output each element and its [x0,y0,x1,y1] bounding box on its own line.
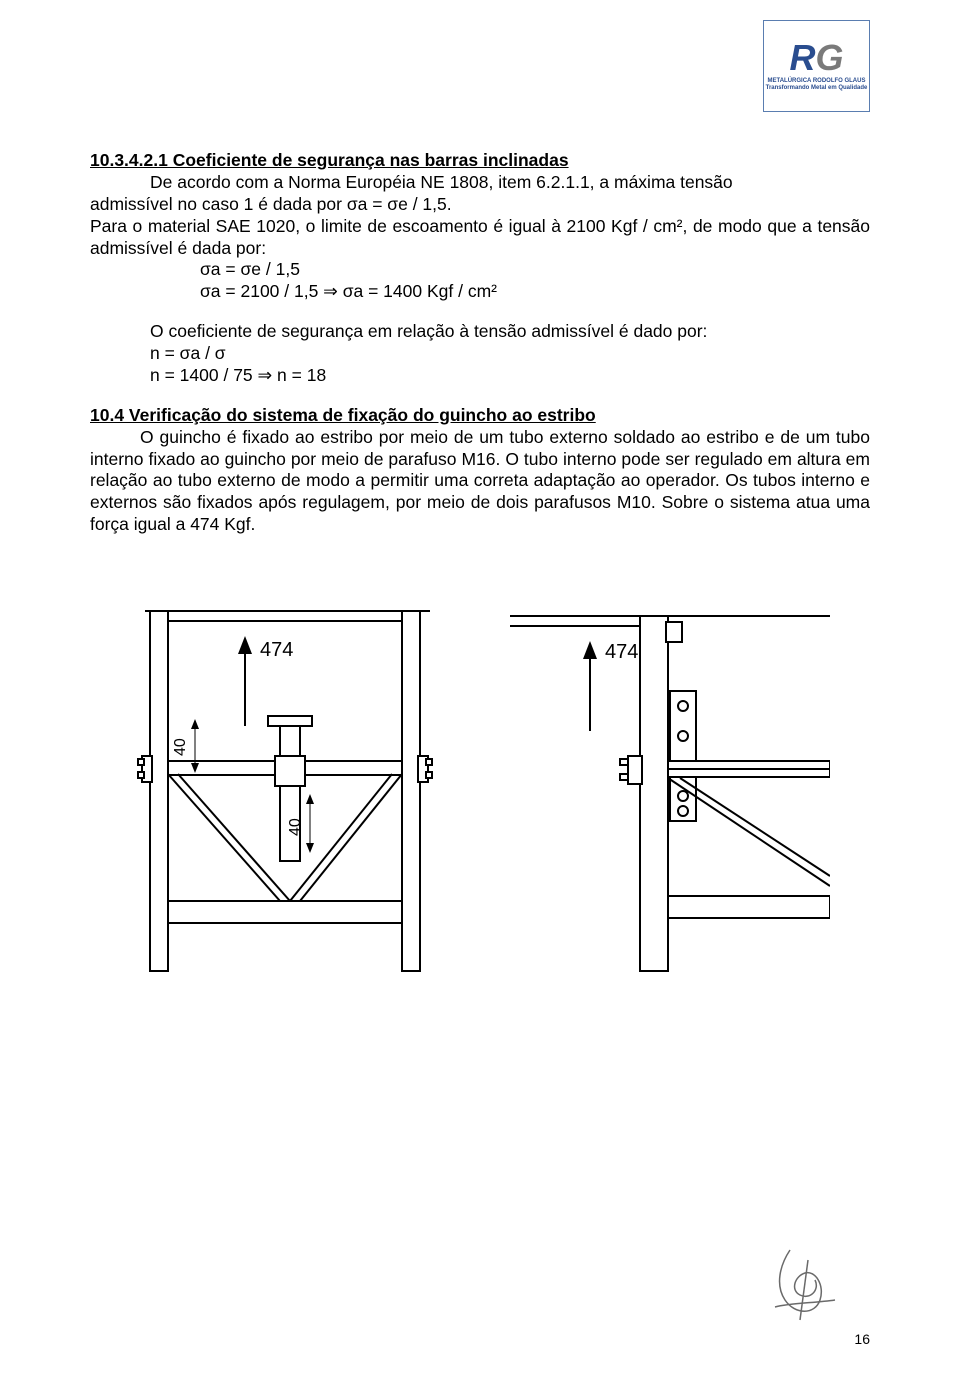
equation-line: n = σa / σ [90,343,870,365]
force-label-right: 474 [605,641,638,663]
logo-g: G [815,37,843,78]
section-10-4-title: 10.4 Verificação do sistema de fixação d… [90,405,870,427]
dim-40-upper: 40 [172,738,189,756]
figures-row: 474 40 40 [90,596,870,976]
dim-40-lower: 40 [287,818,304,836]
section-10-4-paragraph: O guincho é fixado ao estribo por meio d… [90,427,870,536]
paragraph-line: De acordo com a Norma Européia NE 1808, … [90,172,870,194]
equation-line: n = 1400 / 75 ⇒ n = 18 [90,365,870,387]
logo-text: METALÚRGICA RODOLFO GLAUS Transformando … [766,78,868,91]
force-label-left: 474 [260,639,293,661]
paragraph-line: Para o material SAE 1020, o limite de es… [90,216,870,260]
equation-line: σa = σe / 1,5 [90,259,870,281]
company-logo: RG METALÚRGICA RODOLFO GLAUS Transforman… [763,20,870,112]
paragraph-line: O coeficiente de segurança em relação à … [90,321,870,343]
logo-letters: RG [789,40,843,76]
signature [760,1245,850,1325]
figure-left: 474 40 40 [130,596,450,976]
logo-r: R [789,37,815,78]
equation-line: σa = 2100 / 1,5 ⇒ σa = 1400 Kgf / cm² [90,281,870,303]
figure-right: 474 [510,596,830,976]
paragraph-line: admissível no caso 1 é dada por σa = σe … [90,194,870,216]
page-number: 16 [854,1331,870,1347]
section-10-3-4-2-1-title: 10.3.4.2.1 Coeficiente de segurança nas … [90,150,870,172]
document-body: 10.3.4.2.1 Coeficiente de segurança nas … [90,150,870,976]
